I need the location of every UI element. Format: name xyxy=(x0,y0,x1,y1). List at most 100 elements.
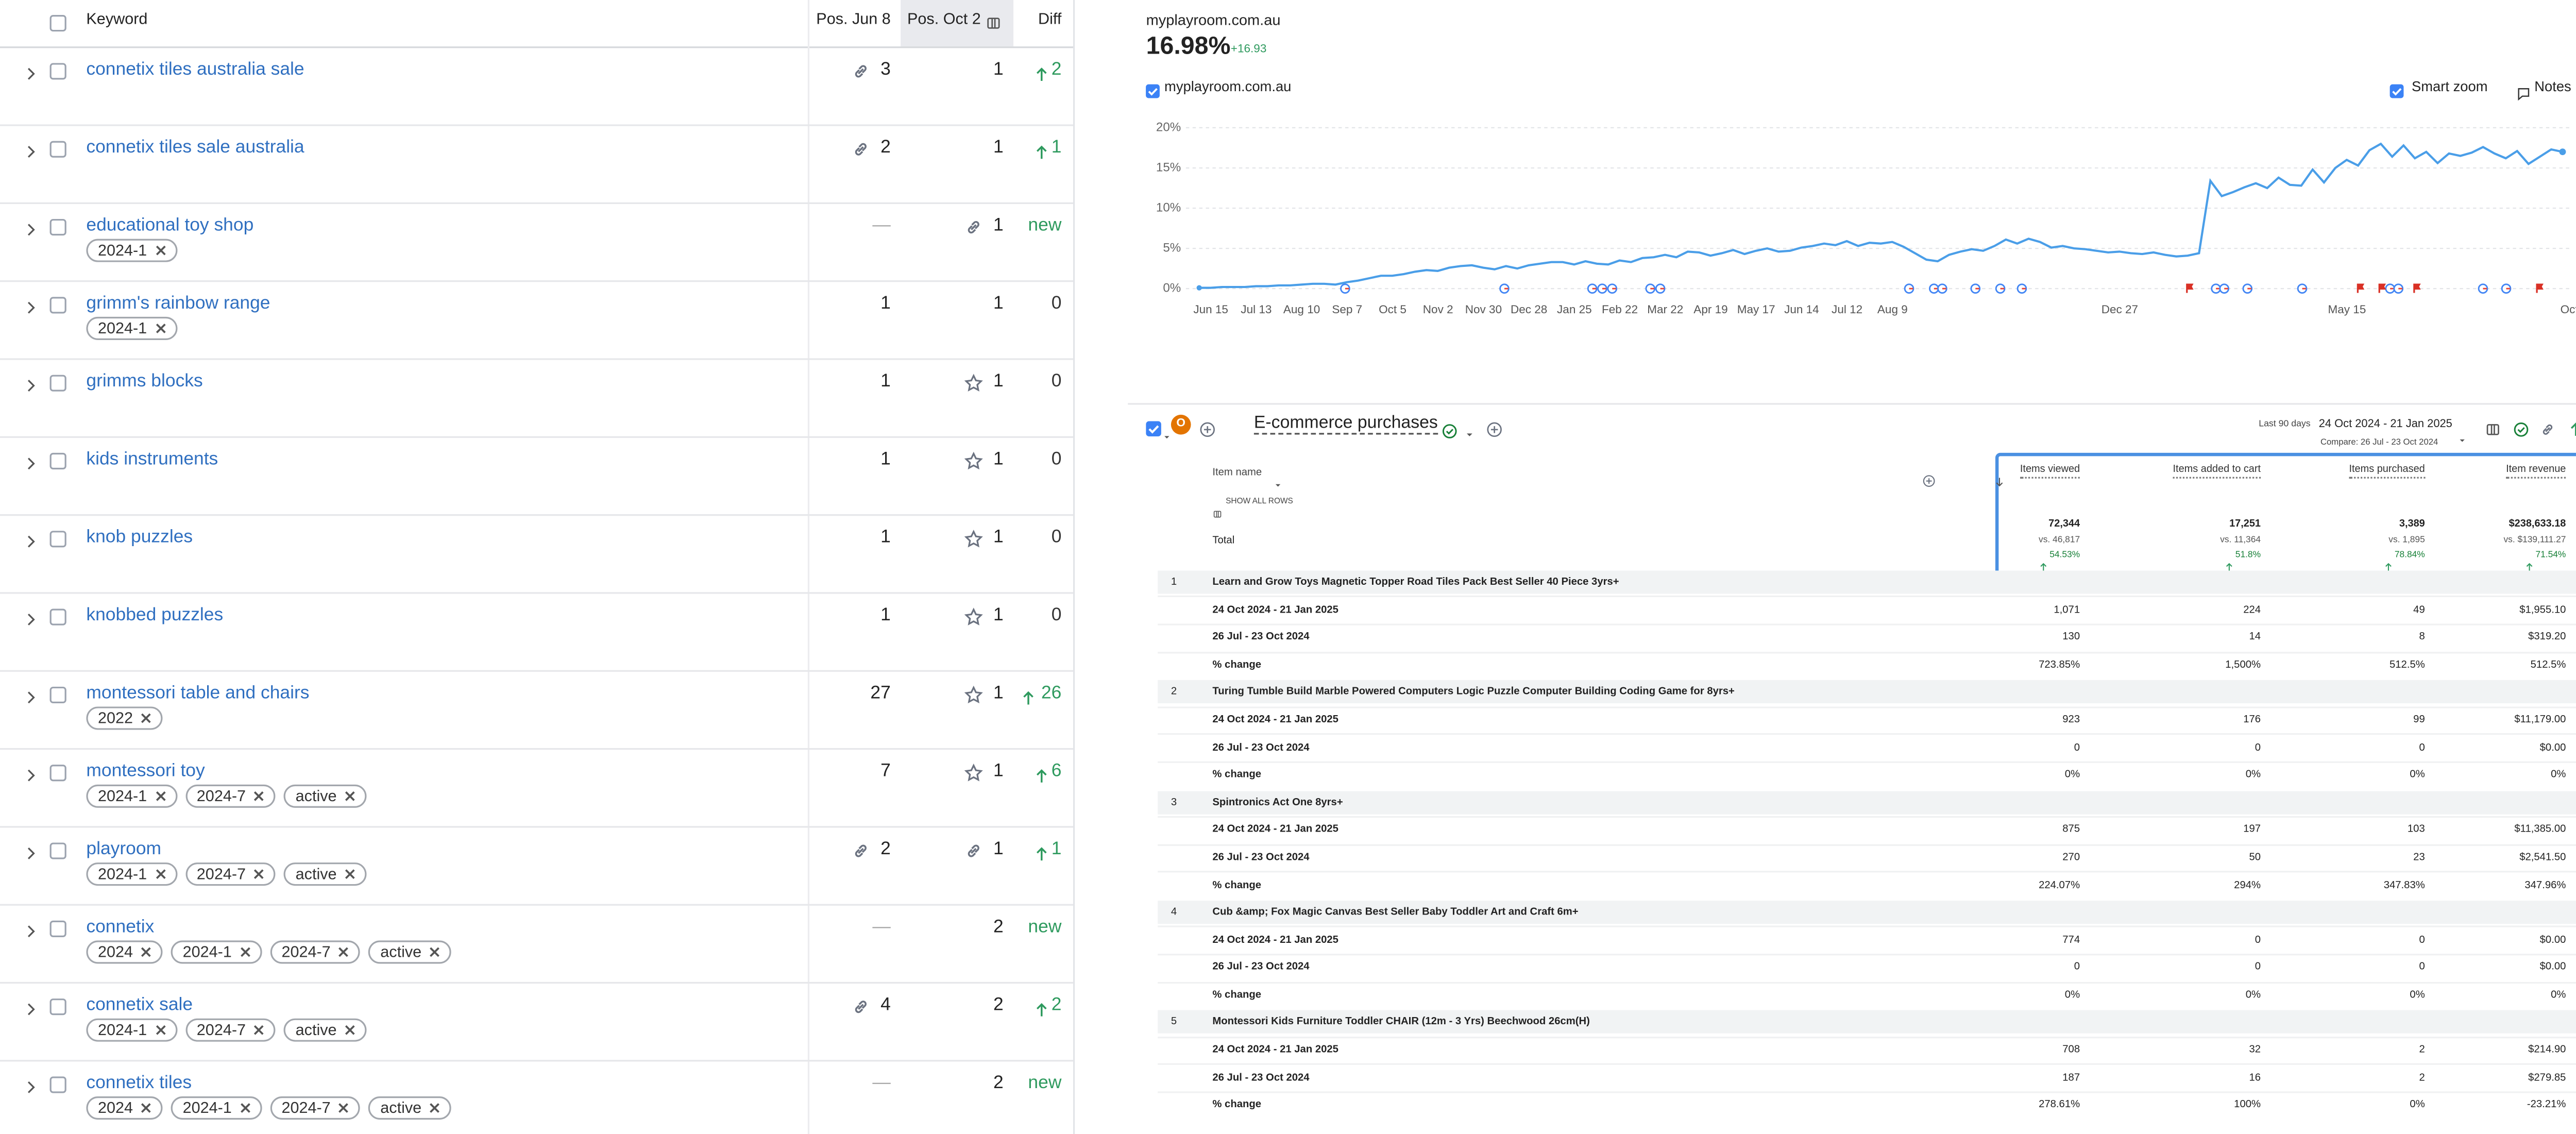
tag-remove[interactable] xyxy=(152,1022,168,1038)
icon-part xyxy=(991,18,996,28)
icon-part xyxy=(155,245,165,256)
tag-remove[interactable] xyxy=(152,242,168,259)
metric-value: $2,541.50 xyxy=(2519,852,2566,864)
position: 1 xyxy=(993,138,1004,158)
keyword-link[interactable]: connetix tiles sale australia xyxy=(86,138,304,158)
keyword-link[interactable]: montessori toy xyxy=(86,761,205,782)
tag-remove[interactable] xyxy=(342,866,358,883)
position: 1 xyxy=(880,449,891,470)
tag[interactable]: 2024-7 xyxy=(269,1096,361,1120)
keyword-link[interactable]: knob puzzles xyxy=(86,527,193,548)
icon-box xyxy=(48,60,68,80)
tag-remove[interactable] xyxy=(335,944,352,960)
smart-zoom[interactable]: Smart zoom xyxy=(2412,78,2488,95)
item-row-bg xyxy=(1158,790,2576,814)
column-header[interactable]: Item revenue xyxy=(2506,464,2566,479)
keyword-link[interactable]: connetix tiles xyxy=(86,1073,192,1093)
show-all-rows[interactable]: SHOW ALL ROWS xyxy=(1226,498,1293,507)
icon-chevron xyxy=(21,918,39,937)
tag-remove[interactable] xyxy=(427,944,443,960)
tag-remove[interactable] xyxy=(342,788,358,804)
tag-remove[interactable] xyxy=(152,866,168,883)
tag[interactable]: 2024-7 xyxy=(185,1018,276,1042)
column-header[interactable]: Items purchased xyxy=(2349,464,2425,479)
keyword-link[interactable]: knobbed puzzles xyxy=(86,605,224,625)
keyword-link[interactable]: montessori table and chairs xyxy=(86,683,310,704)
tag[interactable]: 2024-7 xyxy=(269,940,361,964)
metric-value: 0 xyxy=(2255,934,2261,946)
position: 4 xyxy=(880,995,891,1015)
tag[interactable]: 2024-7 xyxy=(185,862,276,886)
keyword-link[interactable]: connetix tiles australia sale xyxy=(86,59,304,80)
start-point xyxy=(1196,285,1202,291)
tag[interactable]: 2024-1 xyxy=(171,940,262,964)
tag[interactable]: active xyxy=(368,940,452,964)
keyword-link[interactable]: connetix sale xyxy=(86,995,193,1015)
tag[interactable]: 2024-1 xyxy=(86,239,177,262)
keyword-link[interactable]: grimms blocks xyxy=(86,371,203,392)
tag-remove[interactable] xyxy=(335,1099,352,1116)
metric-value: 270 xyxy=(2062,852,2080,864)
keyword-link[interactable]: kids instruments xyxy=(86,449,218,470)
icon-part xyxy=(2513,422,2528,437)
sub-row-border xyxy=(1158,1063,2576,1065)
report-title[interactable]: E-commerce purchases xyxy=(1253,414,1438,435)
tag-remove[interactable] xyxy=(138,1099,155,1116)
keyword-link[interactable]: connetix xyxy=(86,917,155,937)
tag[interactable]: active xyxy=(284,1018,367,1042)
x-tick-label: May 17 xyxy=(1737,303,1775,316)
tag[interactable]: 2022 xyxy=(86,706,163,730)
tag-remove[interactable] xyxy=(342,1022,358,1038)
tag-remove[interactable] xyxy=(251,866,267,883)
icon-box xyxy=(48,12,68,32)
icon-part xyxy=(964,685,983,704)
tag-remove[interactable] xyxy=(251,1022,267,1038)
icon-part xyxy=(345,791,355,801)
icon-chevron xyxy=(21,996,39,1014)
tag-remove[interactable] xyxy=(152,788,168,804)
icon-part xyxy=(345,869,355,879)
tag-remove[interactable] xyxy=(251,788,267,804)
tag[interactable]: 2024 xyxy=(86,1096,163,1120)
tag[interactable]: 2024-1 xyxy=(86,316,177,340)
column-header[interactable]: Items added to cart xyxy=(2173,464,2261,479)
tag[interactable]: active xyxy=(284,862,367,886)
icon-part xyxy=(1926,478,1932,484)
icon-down xyxy=(1993,465,2005,486)
tag[interactable]: active xyxy=(368,1096,452,1120)
metric-value: 16 xyxy=(2249,1072,2261,1084)
icon-part xyxy=(964,530,983,548)
tag[interactable]: 2024-1 xyxy=(86,862,177,886)
keyword-link[interactable]: grimm's rainbow range xyxy=(86,293,270,314)
tag[interactable]: active xyxy=(284,784,367,808)
metric-value: 0 xyxy=(2419,961,2425,974)
notes[interactable]: Notes xyxy=(2534,78,2571,95)
keyword-link[interactable]: educational toy shop xyxy=(86,215,254,236)
tag[interactable]: 2024-1 xyxy=(86,1018,177,1042)
legend-label[interactable]: myplayroom.com.au xyxy=(1164,78,1292,95)
keyword-link[interactable]: playroom xyxy=(86,839,162,859)
tag-remove[interactable] xyxy=(152,320,168,336)
icon-link xyxy=(851,839,871,859)
tag-remove[interactable] xyxy=(138,710,155,726)
tag[interactable]: 2024-1 xyxy=(86,784,177,808)
icon-part xyxy=(49,842,66,859)
tag-remove[interactable] xyxy=(427,1099,443,1116)
tag-label: 2024-1 xyxy=(97,1021,147,1039)
metric-value: $319.20 xyxy=(2528,632,2566,644)
tag[interactable]: 2024-1 xyxy=(171,1096,262,1120)
icon-part xyxy=(1023,691,1033,705)
icon-part xyxy=(855,65,867,78)
tag[interactable]: 2024-7 xyxy=(185,784,276,808)
tag-label: 2024-1 xyxy=(182,943,232,961)
icon-part xyxy=(2385,563,2392,571)
tag-remove[interactable] xyxy=(237,944,253,960)
column-header[interactable]: Items viewed xyxy=(2020,464,2080,479)
segment-badge[interactable]: O xyxy=(1171,414,1191,435)
tag[interactable]: 2024 xyxy=(86,940,163,964)
tag-remove[interactable] xyxy=(138,944,155,960)
tag-remove[interactable] xyxy=(237,1099,253,1116)
diff: 2 xyxy=(1051,995,1062,1015)
icon-part xyxy=(345,869,355,879)
date-range[interactable]: 24 Oct 2024 - 21 Jan 2025 xyxy=(2318,418,2452,431)
